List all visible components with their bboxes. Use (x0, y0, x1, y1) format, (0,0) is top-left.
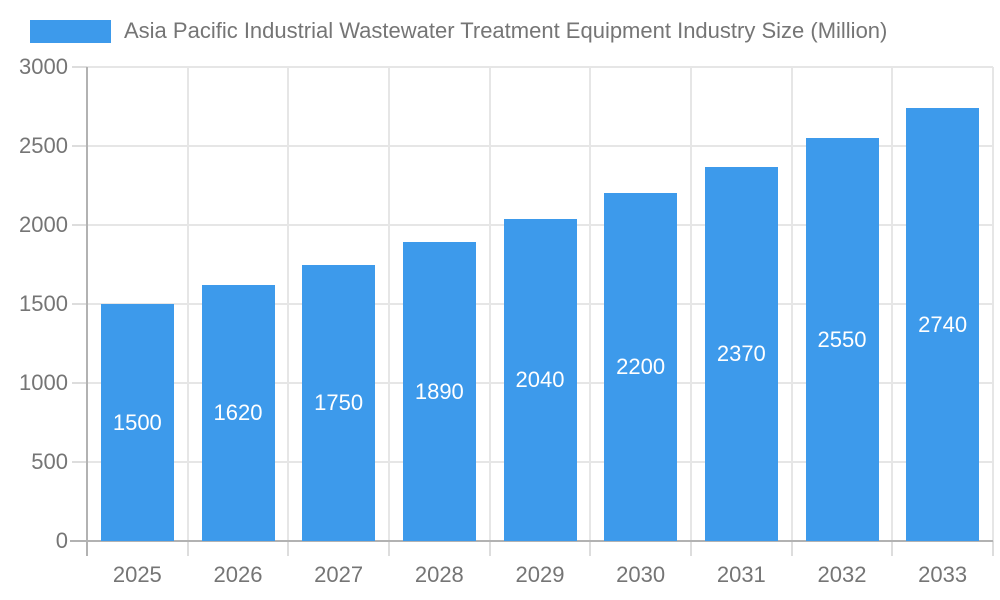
x-axis-label: 2029 (515, 562, 565, 587)
y-tick (72, 145, 87, 147)
y-axis-label: 2500 (19, 133, 68, 158)
y-axis-label: 500 (31, 449, 68, 474)
bar-2028[interactable] (402, 242, 476, 541)
x-tick (992, 541, 994, 556)
v-gridline (186, 67, 189, 541)
chart-title: Asia Pacific Industrial Wastewater Treat… (124, 18, 888, 43)
v-gridline (690, 67, 692, 541)
y-tick (72, 66, 87, 68)
x-tick (388, 541, 390, 556)
bar-value-label: 2370 (716, 340, 766, 366)
bar-value-label: 1620 (213, 400, 263, 426)
v-gridline (589, 67, 592, 541)
y-tick (72, 461, 87, 463)
x-axis-label: 2031 (716, 562, 766, 587)
h-gridline (87, 145, 993, 147)
x-tick (186, 541, 189, 556)
x-axis-label: 2032 (817, 562, 867, 587)
v-gridline (488, 67, 491, 541)
legend-swatch (30, 19, 111, 43)
x-axis-line (70, 540, 993, 542)
h-gridline (87, 66, 993, 68)
bar-2029[interactable] (503, 218, 577, 541)
bar-2026[interactable] (201, 285, 275, 541)
x-tick (790, 541, 793, 556)
x-tick (488, 541, 491, 556)
y-axis-label: 1500 (19, 291, 68, 316)
v-gridline (992, 67, 994, 541)
x-tick (891, 541, 894, 556)
x-axis-label: 2033 (918, 562, 968, 587)
y-tick (72, 382, 87, 384)
y-axis-line (86, 67, 88, 556)
bar-value-label: 1750 (314, 389, 364, 415)
x-tick (589, 541, 592, 556)
bar-2033[interactable] (906, 108, 980, 541)
v-gridline (790, 67, 793, 541)
x-tick (287, 541, 290, 556)
bar-2031[interactable] (704, 166, 778, 541)
y-axis-label: 1000 (19, 370, 68, 395)
bar-value-label: 2740 (918, 311, 968, 337)
legend-item[interactable]: Asia Pacific Industrial Wastewater Treat… (30, 18, 887, 44)
bar-value-label: 1500 (112, 409, 162, 435)
y-tick (72, 303, 87, 305)
x-axis-label: 2030 (616, 562, 666, 587)
y-axis-label: 3000 (19, 54, 68, 79)
bar-value-label: 1890 (414, 378, 464, 404)
bar-2032[interactable] (805, 138, 879, 541)
x-tick (690, 541, 692, 556)
y-tick (72, 224, 87, 226)
x-axis-label: 2026 (213, 562, 263, 587)
legend: Asia Pacific Industrial Wastewater Treat… (30, 17, 887, 45)
x-axis-label: 2027 (314, 562, 364, 587)
bar-2030[interactable] (604, 193, 678, 541)
bar-value-label: 2200 (616, 354, 666, 380)
bar-2027[interactable] (302, 264, 376, 541)
bar-value-label: 2040 (515, 366, 565, 392)
y-axis-label: 0 (55, 528, 68, 553)
v-gridline (287, 67, 290, 541)
x-axis-label: 2025 (112, 562, 162, 587)
v-gridline (388, 67, 390, 541)
y-axis-label: 2000 (19, 212, 68, 237)
bar-value-label: 2550 (817, 326, 867, 352)
v-gridline (891, 67, 894, 541)
bar-2025[interactable] (100, 304, 174, 541)
x-axis-label: 2028 (414, 562, 464, 587)
